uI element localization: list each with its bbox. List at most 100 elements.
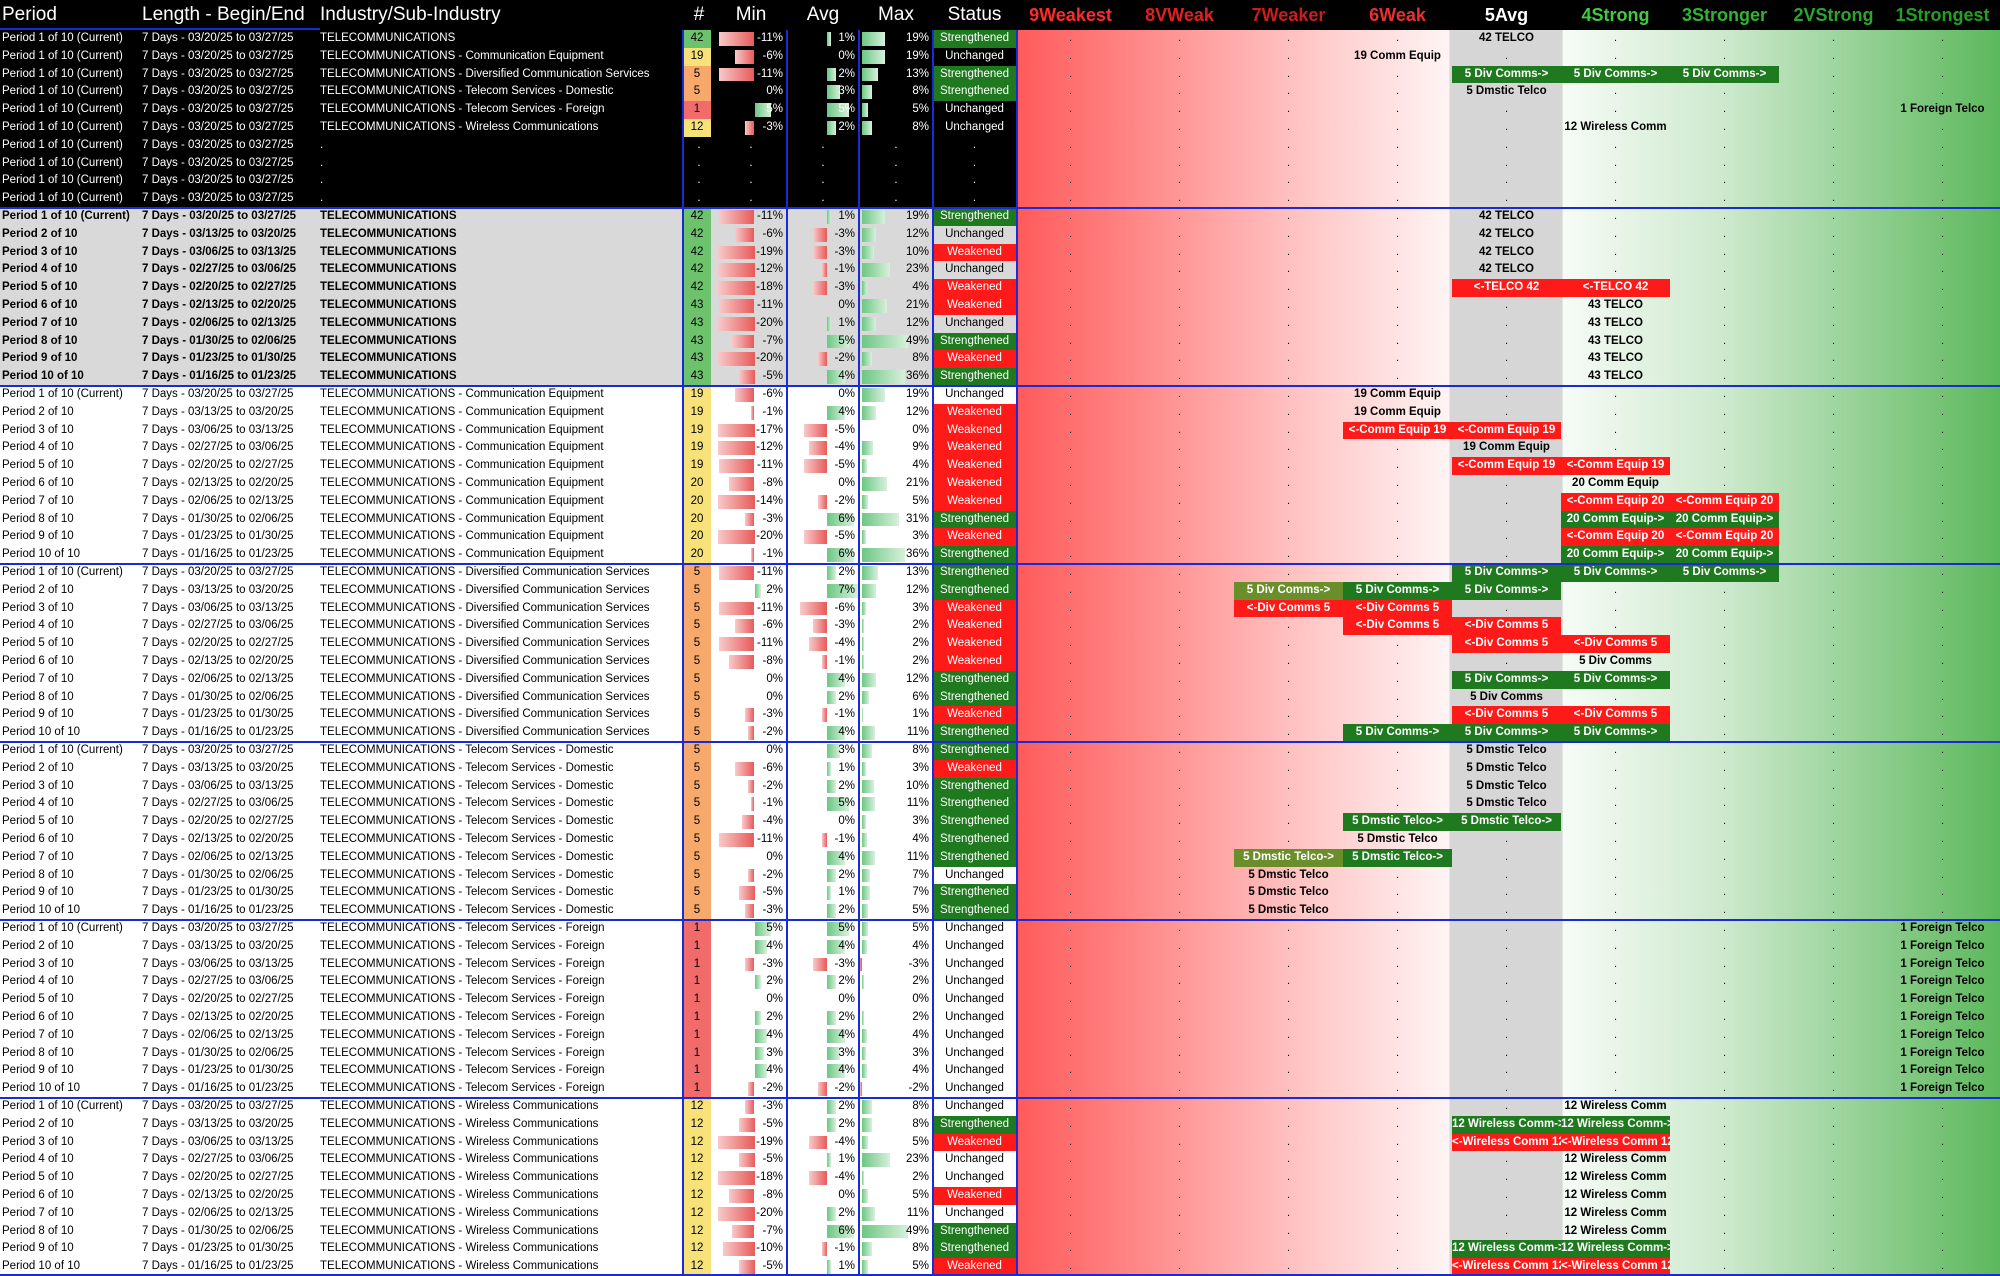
bucket-chip[interactable]: 12 Wireless Comm->: [1561, 1240, 1670, 1259]
bucket-chip[interactable]: 5 Dmstic Telco: [1248, 886, 1329, 899]
length-header[interactable]: Length - Begin/End: [142, 4, 305, 25]
table-row[interactable]: Period 9 of 10 7 Days - 01/23/25 to 01/30…: [0, 1062, 2000, 1081]
bucket-chip[interactable]: 12 Wireless Comm: [1564, 121, 1667, 133]
bucket-chip[interactable]: 42 TELCO: [1479, 245, 1534, 258]
bucket-chip[interactable]: 1 Foreign Telco: [1900, 103, 1985, 116]
bucket-chip[interactable]: <-Comm Equip 20: [1670, 492, 1779, 511]
bucket-chip[interactable]: 42 TELCO: [1479, 263, 1534, 276]
bucket-chip[interactable]: <-Div Comms 5: [1452, 635, 1561, 653]
table-row[interactable]: Period 1 of 10 (Current) 7 Days - 03/20/2…: [0, 155, 2000, 173]
bucket-chip[interactable]: 42 TELCO: [1479, 227, 1534, 240]
table-row[interactable]: Period 10 of 10 7 Days - 01/16/25 to 01/2…: [0, 546, 2000, 564]
bucket-chip[interactable]: 12 Wireless Comm->: [1561, 1115, 1670, 1134]
table-row[interactable]: Period 7 of 10 7 Days - 02/06/25 to 02/13…: [0, 314, 2000, 333]
count-header[interactable]: #: [693, 4, 705, 25]
bucket-chip[interactable]: <-TELCO 42: [1452, 279, 1561, 297]
bucket-chip[interactable]: 5 Dmstic Telco->: [1234, 848, 1343, 867]
bucket-header-6[interactable]: 4Strong: [1581, 4, 1650, 25]
bucket-chip[interactable]: 19 Comm Equip: [1354, 49, 1441, 62]
bucket-chip[interactable]: <-Comm Equip 20: [1670, 528, 1779, 547]
table-row[interactable]: Period 8 of 10 7 Days - 01/30/25 to 02/06…: [0, 866, 2000, 885]
table-row[interactable]: Period 3 of 10 7 Days - 03/06/25 to 03/13…: [0, 421, 2000, 440]
bucket-chip[interactable]: 1 Foreign Telco: [1900, 1028, 1985, 1041]
table-row[interactable]: Period 5 of 10 7 Days - 02/20/25 to 02/27…: [0, 1169, 2000, 1187]
table-row[interactable]: Period 1 of 10 (Current) 7 Days - 03/20/2…: [0, 920, 2000, 938]
table-row[interactable]: Period 2 of 10 7 Days - 03/13/25 to 03/20…: [0, 1115, 2000, 1134]
bucket-chip[interactable]: <-Wireless Comm 12: [1561, 1133, 1670, 1152]
table-row[interactable]: Period 8 of 10 7 Days - 01/30/25 to 02/06…: [0, 332, 2000, 351]
bucket-chip[interactable]: 42 TELCO: [1479, 210, 1534, 222]
table-row[interactable]: Period 8 of 10 7 Days - 01/30/25 to 02/06…: [0, 1044, 2000, 1063]
bucket-chip[interactable]: 5 Div Comms: [1470, 690, 1543, 703]
table-row[interactable]: Period 9 of 10 7 Days - 01/23/25 to 01/30…: [0, 528, 2000, 547]
table-row[interactable]: Period 2 of 10 7 Days - 03/13/25 to 03/20…: [0, 581, 2000, 600]
bucket-chip[interactable]: <-Div Comms 5: [1561, 706, 1670, 725]
bucket-chip[interactable]: 1 Foreign Telco: [1900, 993, 1985, 1006]
table-row[interactable]: Period 9 of 10 7 Days - 01/23/25 to 01/30…: [0, 1240, 2000, 1259]
bucket-chip[interactable]: 19 Comm Equip: [1463, 441, 1550, 454]
table-row[interactable]: Period 1 of 10 (Current) 7 Days - 03/20/2…: [0, 101, 2000, 119]
table-row[interactable]: Period 4 of 10 7 Days - 02/27/25 to 03/06…: [0, 617, 2000, 636]
bucket-chip[interactable]: <-Comm Equip 19: [1561, 457, 1670, 475]
table-row[interactable]: Period 6 of 10 7 Days - 02/13/25 to 02/20…: [0, 653, 2000, 671]
table-row[interactable]: Period 1 of 10 (Current) 7 Days - 03/20/2…: [0, 137, 2000, 155]
bucket-chip[interactable]: 5 Dmstic Telco: [1466, 797, 1547, 810]
bucket-chip[interactable]: 12 Wireless Comm->: [1452, 1115, 1561, 1134]
table-row[interactable]: Period 6 of 10 7 Days - 02/13/25 to 02/20…: [0, 1009, 2000, 1027]
bucket-chip[interactable]: 5 Dmstic Telco: [1466, 744, 1547, 756]
table-row[interactable]: Period 9 of 10 7 Days - 01/23/25 to 01/30…: [0, 884, 2000, 903]
table-row[interactable]: Period 3 of 10 7 Days - 03/06/25 to 03/13…: [0, 955, 2000, 974]
bucket-chip[interactable]: 43 TELCO: [1588, 316, 1643, 329]
bucket-chip[interactable]: 5 Div Comms->: [1343, 581, 1452, 600]
table-row[interactable]: Period 8 of 10 7 Days - 01/30/25 to 02/06…: [0, 1222, 2000, 1241]
period-header[interactable]: Period: [2, 4, 57, 25]
table-row[interactable]: Period 5 of 10 7 Days - 02/20/25 to 02/27…: [0, 991, 2000, 1009]
bucket-chip[interactable]: 12 Wireless Comm: [1564, 1224, 1667, 1237]
bucket-header-8[interactable]: 2VStrong: [1793, 4, 1874, 25]
table-row[interactable]: Period 1 of 10 (Current) 7 Days - 03/20/2…: [0, 564, 2000, 582]
table-row[interactable]: Period 5 of 10 7 Days - 02/20/25 to 02/27…: [0, 635, 2000, 653]
bucket-chip[interactable]: 1 Foreign Telco: [1900, 957, 1985, 970]
bucket-chip[interactable]: 12 Wireless Comm: [1564, 1206, 1667, 1219]
table-row[interactable]: Period 7 of 10 7 Days - 02/06/25 to 02/13…: [0, 670, 2000, 689]
bucket-chip[interactable]: <-Wireless Comm 12: [1452, 1258, 1561, 1276]
table-row[interactable]: Period 7 of 10 7 Days - 02/06/25 to 02/13…: [0, 1204, 2000, 1223]
table-row[interactable]: Period 9 of 10 7 Days - 01/23/25 to 01/30…: [0, 706, 2000, 725]
bucket-chip[interactable]: 1 Foreign Telco: [1900, 975, 1985, 988]
table-row[interactable]: Period 1 of 10 (Current) 7 Days - 03/20/2…: [0, 47, 2000, 66]
bucket-chip[interactable]: 5 Div Comms->: [1561, 670, 1670, 689]
table-row[interactable]: Period 10 of 10 7 Days - 01/16/25 to 01/2…: [0, 1080, 2000, 1098]
table-row[interactable]: Period 3 of 10 7 Days - 03/06/25 to 03/13…: [0, 243, 2000, 262]
bucket-chip[interactable]: <-Comm Equip 19: [1452, 421, 1561, 440]
table-row[interactable]: Period 8 of 10 7 Days - 01/30/25 to 02/06…: [0, 510, 2000, 529]
table-row[interactable]: Period 4 of 10 7 Days - 02/27/25 to 03/06…: [0, 973, 2000, 992]
bucket-chip[interactable]: 5 Div Comms->: [1561, 564, 1670, 582]
bucket-chip[interactable]: 1 Foreign Telco: [1900, 1011, 1985, 1023]
table-row[interactable]: Period 2 of 10 7 Days - 03/13/25 to 03/20…: [0, 225, 2000, 244]
bucket-chip[interactable]: 5 Div Comms->: [1452, 670, 1561, 689]
bucket-header-1[interactable]: 9Weakest: [1029, 4, 1112, 25]
bucket-chip[interactable]: <-Div Comms 5: [1234, 599, 1343, 618]
table-row[interactable]: Period 2 of 10 7 Days - 03/13/25 to 03/20…: [0, 403, 2000, 422]
bucket-chip[interactable]: 1 Foreign Telco: [1900, 1046, 1985, 1059]
bucket-chip[interactable]: 1 Foreign Telco: [1900, 922, 1985, 934]
bucket-chip[interactable]: 5 Dmstic Telco: [1466, 85, 1547, 98]
bucket-chip[interactable]: <-Div Comms 5: [1343, 599, 1452, 618]
table-row[interactable]: Period 4 of 10 7 Days - 02/27/25 to 03/06…: [0, 795, 2000, 814]
table-row[interactable]: Period 10 of 10 7 Days - 01/16/25 to 01/2…: [0, 1258, 2000, 1276]
table-row[interactable]: Period 3 of 10 7 Days - 03/06/25 to 03/13…: [0, 599, 2000, 618]
table-row[interactable]: Period 6 of 10 7 Days - 02/13/25 to 02/20…: [0, 475, 2000, 493]
bucket-chip[interactable]: 43 TELCO: [1588, 352, 1643, 365]
table-row[interactable]: Period 2 of 10 7 Days - 03/13/25 to 03/20…: [0, 759, 2000, 778]
table-row[interactable]: Period 10 of 10 7 Days - 01/16/25 to 01/2…: [0, 368, 2000, 386]
table-row[interactable]: Period 1 of 10 (Current) 7 Days - 03/20/2…: [0, 172, 2000, 190]
table-row[interactable]: Period 10 of 10 7 Days - 01/16/25 to 01/2…: [0, 724, 2000, 742]
bucket-chip[interactable]: <-Div Comms 5: [1452, 706, 1561, 725]
bucket-chip[interactable]: 12 Wireless Comm->: [1452, 1240, 1561, 1259]
table-row[interactable]: Period 7 of 10 7 Days - 02/06/25 to 02/13…: [0, 1026, 2000, 1045]
table-row[interactable]: Period 5 of 10 7 Days - 02/20/25 to 02/27…: [0, 457, 2000, 475]
bucket-chip[interactable]: 5 Dmstic Telco: [1466, 761, 1547, 774]
bucket-chip[interactable]: 5 Dmstic Telco: [1248, 868, 1329, 881]
table-row[interactable]: Period 1 of 10 (Current) 7 Days - 03/20/2…: [0, 119, 2000, 137]
bucket-chip[interactable]: 12 Wireless Comm: [1564, 1100, 1667, 1112]
